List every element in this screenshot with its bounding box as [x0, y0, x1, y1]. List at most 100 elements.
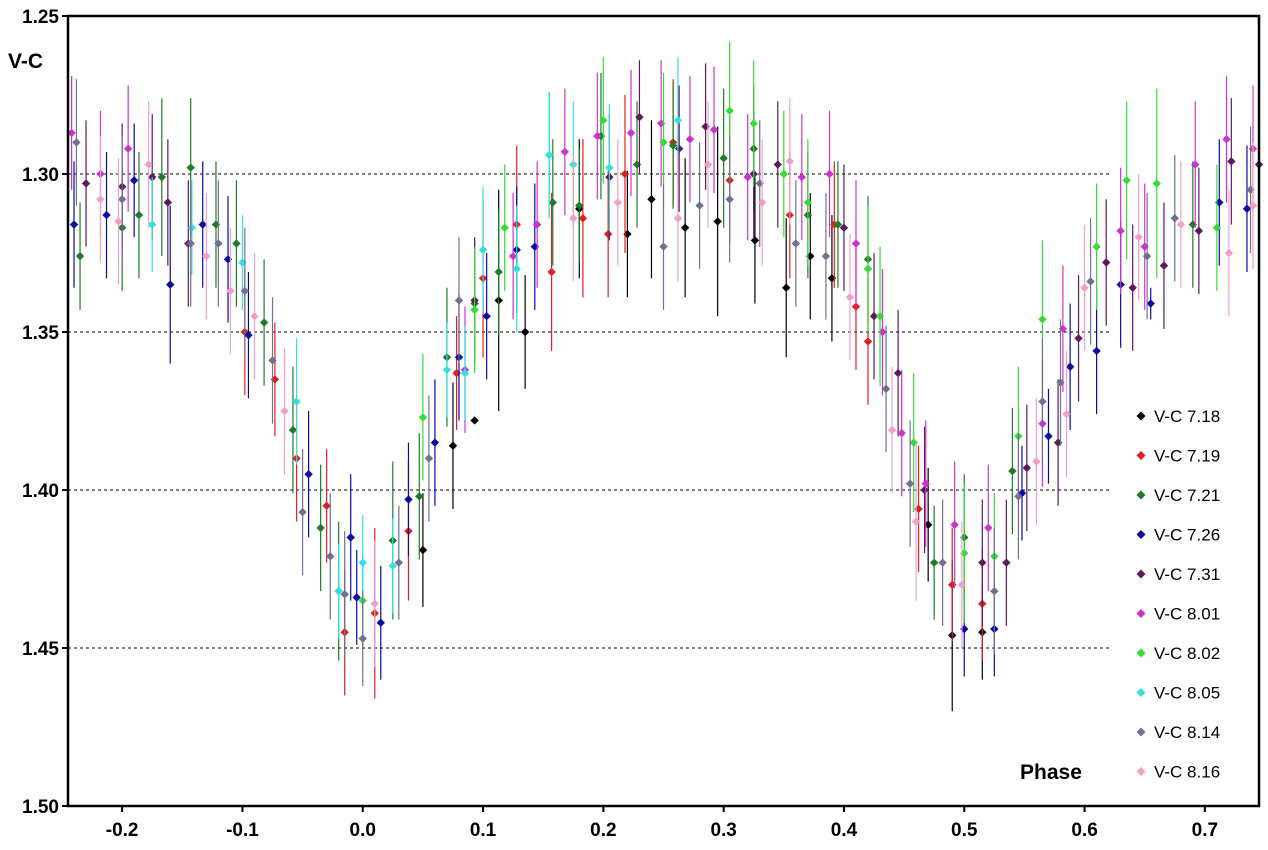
data-point: [827, 274, 837, 283]
data-point: [623, 229, 632, 239]
data-point: [668, 141, 678, 150]
y-tick-label: 1.50: [22, 797, 59, 818]
series-V-C-8-14: [72, 79, 1255, 686]
data-point: [316, 523, 325, 533]
data-point: [806, 251, 815, 261]
data-point: [304, 470, 313, 479]
data-point: [418, 545, 428, 555]
legend-marker: [1136, 609, 1146, 618]
x-tick-label: -0.2: [106, 820, 139, 841]
data-point: [268, 356, 277, 365]
data-point: [1044, 432, 1053, 441]
data-point: [424, 454, 434, 463]
data-point: [144, 160, 153, 169]
data-point: [326, 552, 335, 561]
data-point: [494, 267, 503, 277]
data-point: [881, 384, 891, 394]
data-point: [202, 251, 211, 261]
data-point: [709, 125, 719, 134]
legend-marker: [1136, 451, 1146, 460]
data-point: [1191, 160, 1200, 169]
data-point: [635, 112, 644, 122]
data-point: [186, 239, 195, 248]
data-point: [548, 198, 558, 207]
data-point: [599, 116, 608, 125]
legend-label: V-C 7.18: [1154, 407, 1220, 426]
data-point: [1086, 277, 1095, 286]
data-point: [785, 157, 795, 166]
data-point: [96, 195, 105, 204]
data-point: [863, 264, 873, 273]
data-point: [757, 198, 767, 207]
legend-marker: [1136, 688, 1146, 697]
data-point: [725, 106, 734, 115]
data-point: [1128, 283, 1137, 292]
data-point: [673, 214, 683, 223]
data-point: [990, 586, 999, 596]
data-point: [352, 593, 361, 602]
data-point: [674, 144, 684, 153]
data-point: [69, 220, 79, 229]
x-tick-label: 0.1: [470, 820, 497, 841]
data-point: [346, 533, 355, 542]
data-point: [512, 264, 521, 273]
data-point: [1222, 135, 1231, 144]
data-point: [929, 558, 939, 567]
data-point: [404, 495, 413, 504]
data-point: [749, 119, 758, 128]
data-point: [1194, 226, 1204, 236]
data-point: [240, 286, 250, 296]
data-point: [288, 425, 298, 435]
data-point: [845, 293, 855, 302]
data-point: [656, 119, 666, 128]
data-point: [659, 138, 668, 147]
data-point: [1246, 185, 1255, 194]
data-point: [1014, 492, 1023, 501]
data-point: [695, 201, 704, 210]
data-point: [1248, 201, 1258, 210]
data-point: [250, 312, 259, 321]
data-point: [134, 210, 144, 220]
data-point: [613, 198, 622, 207]
data-point: [782, 283, 791, 292]
data-point: [186, 163, 195, 172]
data-point: [280, 406, 289, 416]
data-point: [470, 416, 479, 425]
data-point: [198, 220, 207, 229]
data-point: [1080, 283, 1089, 292]
data-point: [779, 169, 789, 179]
data-point: [358, 634, 367, 643]
data-point: [914, 504, 923, 514]
data-point: [67, 128, 76, 138]
data-point: [713, 217, 722, 226]
y-tick-label: 1.25: [22, 7, 59, 28]
data-point: [547, 267, 556, 277]
y-tick-label: 1.40: [22, 481, 59, 502]
data-point: [187, 223, 197, 232]
data-point: [878, 327, 887, 337]
data-point: [508, 251, 518, 261]
data-point: [117, 195, 127, 204]
data-point: [388, 561, 398, 571]
legend-marker: [1136, 767, 1146, 776]
data-point: [478, 245, 488, 255]
data-point: [1176, 220, 1186, 229]
data-point: [957, 580, 967, 589]
data-point: [605, 163, 614, 172]
data-point: [869, 312, 879, 321]
data-point: [647, 195, 656, 204]
data-point: [166, 280, 175, 289]
series-V-C-8-16: [96, 98, 1258, 667]
data-point: [626, 128, 636, 138]
y-axis-title: V-C: [8, 50, 43, 73]
series-V-C-7-26: [69, 123, 1252, 680]
data-point: [322, 501, 331, 510]
data-point: [909, 438, 918, 447]
x-tick-label: 0.0: [350, 820, 376, 841]
x-tick-label: 0.3: [710, 820, 736, 841]
data-point: [157, 172, 167, 182]
legend-label: V-C 8.16: [1154, 763, 1220, 782]
x-tick-label: 0.6: [1071, 820, 1097, 841]
data-point: [123, 144, 133, 153]
